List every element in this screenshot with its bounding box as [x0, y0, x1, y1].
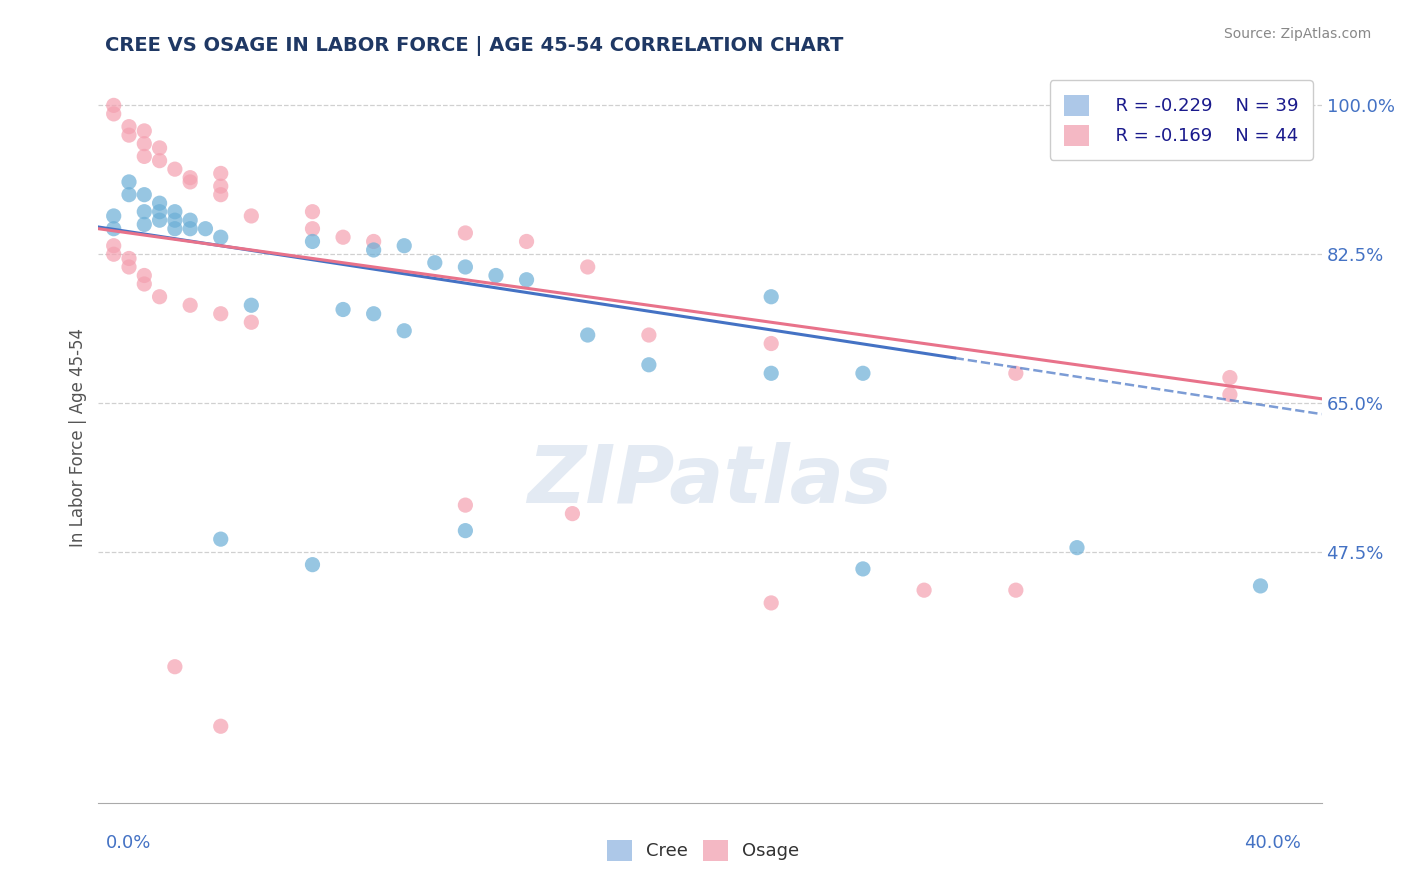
- Point: [149, 196, 172, 211]
- Point: [134, 204, 156, 219]
- Point: [103, 221, 125, 235]
- Point: [179, 175, 201, 189]
- Point: [576, 328, 599, 343]
- Point: [163, 213, 186, 227]
- Point: [1219, 370, 1241, 384]
- Point: [1066, 541, 1088, 555]
- Point: [134, 124, 156, 138]
- Point: [1249, 579, 1271, 593]
- Legend: Cree, Osage: Cree, Osage: [598, 830, 808, 870]
- Point: [209, 719, 232, 733]
- Point: [179, 221, 201, 235]
- Point: [454, 226, 477, 240]
- Point: [118, 120, 141, 134]
- Point: [637, 328, 661, 343]
- Y-axis label: In Labor Force | Age 45-54: In Labor Force | Age 45-54: [69, 327, 87, 547]
- Point: [163, 162, 186, 177]
- Point: [149, 213, 172, 227]
- Point: [423, 256, 446, 270]
- Point: [134, 149, 156, 163]
- Point: [209, 230, 232, 244]
- Point: [134, 268, 156, 283]
- Point: [149, 290, 172, 304]
- Point: [149, 204, 172, 219]
- Point: [163, 204, 186, 219]
- Point: [912, 583, 935, 598]
- Text: CREE VS OSAGE IN LABOR FORCE | AGE 45-54 CORRELATION CHART: CREE VS OSAGE IN LABOR FORCE | AGE 45-54…: [105, 36, 844, 55]
- Point: [103, 107, 125, 121]
- Point: [240, 209, 263, 223]
- Point: [240, 315, 263, 329]
- Point: [163, 221, 186, 235]
- Point: [103, 247, 125, 261]
- Point: [516, 235, 538, 249]
- Point: [363, 307, 385, 321]
- Point: [240, 298, 263, 312]
- Point: [301, 558, 323, 572]
- Point: [103, 209, 125, 223]
- Point: [332, 230, 354, 244]
- Point: [1219, 387, 1241, 401]
- Point: [149, 153, 172, 168]
- Point: [209, 179, 232, 194]
- Point: [301, 204, 323, 219]
- Point: [209, 307, 232, 321]
- Point: [149, 141, 172, 155]
- Point: [301, 235, 323, 249]
- Point: [118, 128, 141, 143]
- Point: [179, 213, 201, 227]
- Point: [118, 252, 141, 266]
- Text: Source: ZipAtlas.com: Source: ZipAtlas.com: [1223, 27, 1371, 41]
- Point: [454, 524, 477, 538]
- Point: [301, 221, 323, 235]
- Text: ZIPatlas: ZIPatlas: [527, 442, 893, 520]
- Point: [759, 596, 782, 610]
- Point: [103, 98, 125, 112]
- Point: [209, 187, 232, 202]
- Point: [485, 268, 508, 283]
- Point: [561, 507, 583, 521]
- Point: [852, 366, 875, 380]
- Point: [209, 532, 232, 546]
- Point: [179, 170, 201, 185]
- Point: [209, 166, 232, 180]
- Point: [134, 277, 156, 291]
- Point: [163, 659, 186, 673]
- Point: [332, 302, 354, 317]
- Point: [179, 298, 201, 312]
- Point: [454, 498, 477, 512]
- Point: [134, 218, 156, 232]
- Point: [118, 187, 141, 202]
- Point: [392, 238, 416, 252]
- Point: [194, 221, 217, 235]
- Point: [516, 273, 538, 287]
- Text: 0.0%: 0.0%: [105, 834, 150, 852]
- Point: [1004, 366, 1026, 380]
- Point: [392, 324, 416, 338]
- Point: [759, 366, 782, 380]
- Point: [1004, 583, 1026, 598]
- Point: [576, 260, 599, 274]
- Point: [363, 243, 385, 257]
- Point: [759, 336, 782, 351]
- Legend:   R = -0.229    N = 39,   R = -0.169    N = 44: R = -0.229 N = 39, R = -0.169 N = 44: [1049, 80, 1313, 160]
- Point: [363, 235, 385, 249]
- Point: [759, 290, 782, 304]
- Point: [454, 260, 477, 274]
- Point: [118, 260, 141, 274]
- Point: [852, 562, 875, 576]
- Point: [134, 187, 156, 202]
- Point: [103, 238, 125, 252]
- Point: [118, 175, 141, 189]
- Point: [637, 358, 661, 372]
- Point: [134, 136, 156, 151]
- Text: 40.0%: 40.0%: [1244, 834, 1301, 852]
